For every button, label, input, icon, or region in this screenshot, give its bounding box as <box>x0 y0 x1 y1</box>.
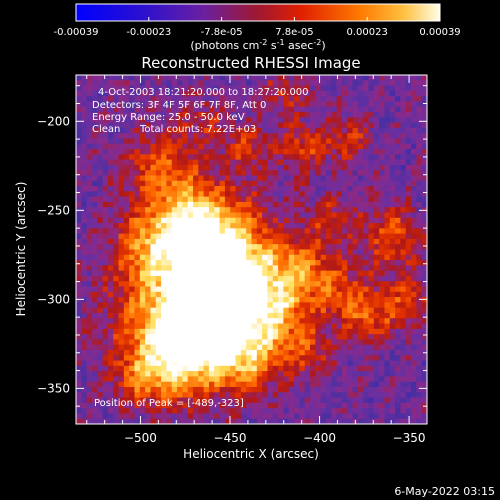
total-counts: Total counts: 7.22E+03 <box>139 124 256 135</box>
colorbar: -0.00039 -0.00023 -7.8e-05 7.8e-05 0.00023 0.… <box>54 3 461 52</box>
colorbar-tick-label: 0.00039 <box>419 27 460 38</box>
clean-label: Clean <box>92 124 120 135</box>
heatmap-image <box>76 75 427 424</box>
x-tick-label: −350 <box>393 431 426 445</box>
time-range: 4-Oct-2003 18:21:20.000 to 18:27:20.000 <box>98 87 309 98</box>
y-tick-label: −250 <box>37 203 70 217</box>
plot-frame <box>75 74 428 425</box>
y-axis-label: Heliocentric Y (arcsec) <box>14 182 28 317</box>
x-tick-label: −500 <box>124 431 157 445</box>
peak-position: Position of Peak = [-489,-323] <box>94 398 244 409</box>
energy-range: Energy Range: 25.0 - 50.0 keV <box>92 112 245 123</box>
x-tick-label: −400 <box>303 431 336 445</box>
detectors: Detectors: 3F 4F 5F 6F 7F 8F, Att 0 <box>92 100 266 111</box>
annotations: 4-Oct-2003 18:21:20.000 to 18:27:20.000 … <box>92 87 309 409</box>
chart-title: Reconstructed RHESSI Image <box>141 54 360 72</box>
colorbar-gradient <box>75 3 441 22</box>
y-tick-label: −300 <box>37 292 70 306</box>
x-tick-label: −450 <box>214 431 247 445</box>
colorbar-tick-label: -7.8e-05 <box>201 27 243 38</box>
colorbar-tick-label: -0.00023 <box>126 27 171 38</box>
y-tick-label: −350 <box>37 381 70 395</box>
y-axis: −200 −250 −300 −350 <box>37 85 427 425</box>
x-axis-label: Heliocentric X (arcsec) <box>183 447 319 461</box>
footer-timestamp: 6-May-2022 03:15 <box>394 485 495 498</box>
colorbar-tick-label: -0.00039 <box>54 27 99 38</box>
colorbar-units: (photons cm-2 s-1 asec-2) <box>190 38 325 52</box>
colorbar-tick-label: 0.00023 <box>347 27 388 38</box>
x-axis: −500 −450 −400 −350 <box>86 75 428 445</box>
colorbar-tick-label: 7.8e-05 <box>275 27 313 38</box>
y-tick-label: −200 <box>37 114 70 128</box>
